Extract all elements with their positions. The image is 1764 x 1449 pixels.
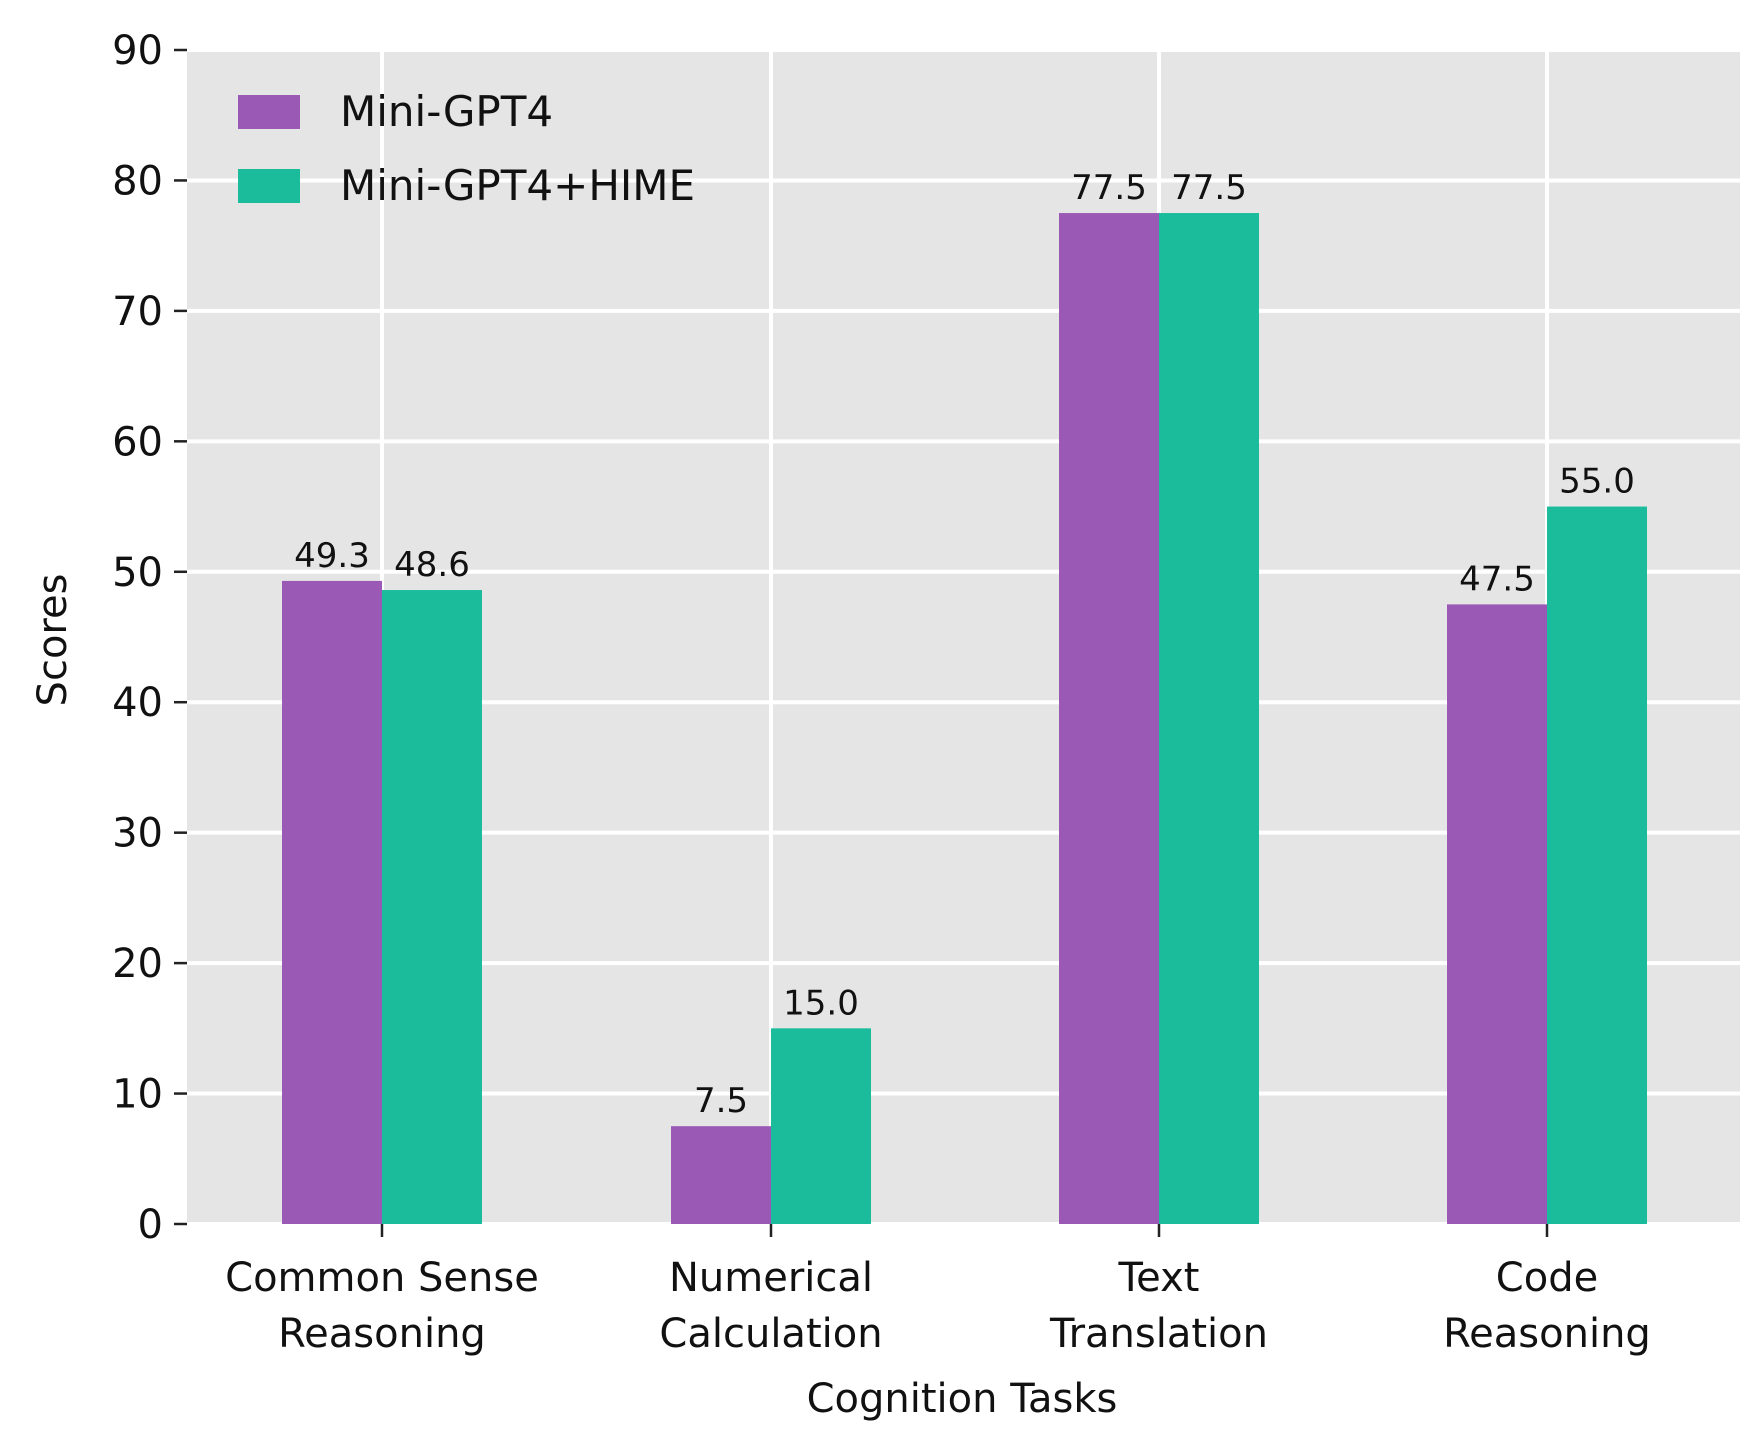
y-tick-label: 30: [112, 811, 163, 857]
bar-value-label: 47.5: [1459, 559, 1535, 599]
bar-mini-gpt4-hime: [1159, 213, 1259, 1225]
y-tick-label: 0: [138, 1202, 163, 1248]
x-tick-label-line: Text: [1118, 1255, 1200, 1301]
x-tick-label: Numerical Calculation: [659, 1255, 882, 1357]
x-tick-label: Common Sense Reasoning: [225, 1255, 539, 1357]
y-tick-label: 50: [112, 550, 163, 596]
bar-value-label: 55.0: [1559, 462, 1635, 502]
bar-mini-gpt4-hime: [382, 590, 482, 1224]
x-axis: Common Sense Reasoning Numerical Calculatio…: [225, 1224, 1651, 1357]
bar-value-label: 48.6: [394, 545, 470, 585]
bar-mini-gpt4-hime: [1547, 506, 1647, 1224]
x-tick-label-line: Common Sense: [225, 1255, 539, 1301]
y-tick-label: 20: [112, 941, 163, 987]
x-tick-label-line: Numerical: [669, 1255, 873, 1301]
y-tick-label: 70: [112, 289, 163, 335]
y-axis: 0 10 20 30 40 50 60 70 80 90: [112, 28, 187, 1248]
bar-mini-gpt4: [1447, 604, 1547, 1224]
bar-value-label: 77.5: [1171, 168, 1247, 208]
x-tick-label-line: Translation: [1049, 1311, 1268, 1357]
y-axis-title: Scores: [30, 574, 76, 707]
x-tick-label-line: Reasoning: [278, 1311, 486, 1357]
legend-swatch: [238, 169, 300, 203]
x-tick-label-line: Code: [1496, 1255, 1598, 1301]
legend-label: Mini-GPT4+HIME: [340, 161, 695, 210]
x-tick-label: Code Reasoning: [1443, 1255, 1651, 1357]
x-tick-label-line: Calculation: [659, 1311, 882, 1357]
x-tick-label: Text Translation: [1049, 1255, 1268, 1357]
data-labels: 49.3 7.5 77.5 47.5 48.6 15.0 77.5 55.0: [294, 168, 1635, 1121]
y-tick-label: 80: [112, 158, 163, 204]
bar-value-label: 15.0: [783, 983, 859, 1023]
y-tick-label: 60: [112, 419, 163, 465]
bar-mini-gpt4: [671, 1126, 771, 1224]
bar-value-label: 7.5: [694, 1081, 748, 1121]
bar-value-label: 77.5: [1071, 168, 1147, 208]
bar-mini-gpt4: [1059, 213, 1159, 1225]
legend: Mini-GPT4 Mini-GPT4+HIME: [238, 87, 695, 210]
legend-swatch: [238, 95, 300, 129]
x-axis-title: Cognition Tasks: [807, 1376, 1118, 1422]
y-tick-label: 90: [112, 28, 163, 74]
bar-mini-gpt4: [282, 580, 382, 1224]
bar-value-label: 49.3: [294, 536, 370, 576]
bar-mini-gpt4-hime: [771, 1028, 871, 1224]
legend-label: Mini-GPT4: [340, 87, 553, 136]
x-tick-label-line: Reasoning: [1443, 1311, 1651, 1357]
bars: [282, 213, 1647, 1225]
y-tick-label: 40: [112, 680, 163, 726]
y-tick-label: 10: [112, 1072, 163, 1118]
